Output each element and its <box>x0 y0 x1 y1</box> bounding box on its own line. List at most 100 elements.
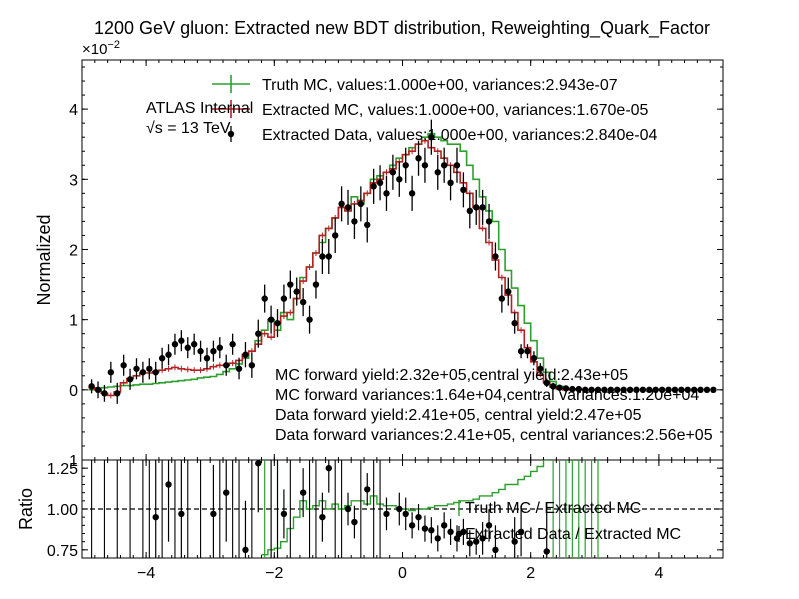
ratio-data-point <box>492 546 499 554</box>
data-point <box>357 200 365 208</box>
data-point <box>287 281 294 288</box>
data-point <box>453 162 461 169</box>
annotation-line: MC forward yield:2.32e+05,central yield:… <box>275 367 628 384</box>
data-point <box>498 295 506 302</box>
data-point <box>678 386 685 394</box>
data-point <box>210 348 217 355</box>
data-point <box>364 221 371 229</box>
annotation-line: Data forward yield:2.41e+05, central yie… <box>275 407 642 424</box>
data-point <box>633 386 640 394</box>
data-point <box>293 288 300 295</box>
data-point <box>652 386 659 394</box>
y-tick-label: 2 <box>69 242 78 259</box>
ratio-data-point <box>319 513 326 521</box>
main-plot-area <box>88 119 717 404</box>
data-point <box>146 365 153 372</box>
data-point <box>505 288 512 295</box>
data-point <box>248 362 256 369</box>
data-point <box>537 365 544 372</box>
x-tick-label: 2 <box>526 565 535 582</box>
data-point <box>133 365 140 372</box>
data-point <box>171 341 179 348</box>
y-exponent-power: −2 <box>107 39 120 51</box>
data-point <box>549 383 557 390</box>
data-point <box>710 386 717 394</box>
data-point <box>421 162 429 169</box>
data-point <box>562 385 570 392</box>
data-point <box>325 253 332 260</box>
data-point <box>408 190 416 197</box>
data-point <box>229 341 236 348</box>
data-point <box>312 281 320 288</box>
data-point <box>697 386 704 394</box>
ratio-data-point <box>479 535 486 542</box>
data-point <box>88 383 95 390</box>
ratio-data-point <box>364 486 371 493</box>
ratio-data-point <box>517 528 525 536</box>
y-tick-label: 3 <box>69 172 78 189</box>
ratio-y-tick-label: 0.75 <box>47 543 78 560</box>
ratio-data-point <box>396 505 403 513</box>
data-point <box>94 386 102 394</box>
ratio-data-point <box>447 528 454 536</box>
ratio-data-point <box>325 464 332 472</box>
data-point <box>517 348 525 355</box>
data-point <box>383 190 390 197</box>
ratio-data-point <box>344 505 352 513</box>
data-point <box>280 295 288 302</box>
ratio-y-axis-label: Ratio <box>16 488 36 530</box>
x-tick-label: −2 <box>265 565 283 582</box>
data-point <box>306 316 313 323</box>
data-point <box>492 253 499 260</box>
data-point <box>114 390 121 397</box>
data-point <box>261 295 268 302</box>
data-point <box>203 355 211 362</box>
ratio-data-point <box>152 513 159 521</box>
data-point <box>703 386 711 394</box>
legend-label-data: Extracted Data, values:1.000e+00, varian… <box>262 127 657 144</box>
x-tick-label: −4 <box>137 565 155 582</box>
ratio-data-point <box>299 489 307 496</box>
data-point <box>524 348 531 355</box>
y-tick-label: 1 <box>69 313 78 330</box>
ratio-panel: −4 −2 0 2 4 0.75 1.00 1.25 Ratio Truth MC / Extra… <box>16 459 724 582</box>
data-point <box>581 386 589 394</box>
data-point <box>620 386 627 394</box>
data-point <box>165 351 172 358</box>
atlas-sublabel: Internal <box>200 100 253 117</box>
ratio-data-point <box>543 548 550 555</box>
data-point <box>158 355 166 362</box>
ratio-data-point <box>351 518 358 526</box>
data-point <box>126 376 134 383</box>
data-point <box>338 200 345 208</box>
ratio-legend-label-truth: Truth MC / Extracted MC <box>465 500 641 517</box>
data-point <box>319 253 326 260</box>
atlas-label: ATLAS Internal <box>146 100 253 117</box>
data-point <box>440 162 448 169</box>
x-tick-label: 4 <box>654 565 663 582</box>
data-point <box>267 316 275 323</box>
ratio-y-tick-label: 1.25 <box>47 461 78 478</box>
data-point <box>331 232 339 239</box>
ratio-data-point <box>280 510 288 518</box>
ratio-legend-label-data: Extracted Data / Extracted MC <box>465 526 681 543</box>
data-point <box>152 369 159 376</box>
data-point <box>690 386 698 394</box>
ratio-data-point <box>466 540 474 547</box>
data-point <box>460 186 467 194</box>
data-point <box>402 162 409 169</box>
data-point <box>190 341 198 348</box>
ratio-data-point <box>511 538 518 545</box>
data-point <box>569 385 576 393</box>
y-tick-label: 1 <box>69 453 78 470</box>
ratio-data-point <box>402 510 409 518</box>
chart-title: 1200 GeV gluon: Extracted new BDT distri… <box>94 18 710 39</box>
data-point <box>473 204 480 211</box>
ratio-data-point <box>440 522 448 529</box>
ratio-data-point <box>408 522 416 529</box>
ratio-plot-area <box>82 460 723 558</box>
data-point <box>351 218 358 225</box>
ratio-data-point <box>223 489 230 496</box>
data-point <box>543 379 550 387</box>
data-point <box>614 386 621 394</box>
